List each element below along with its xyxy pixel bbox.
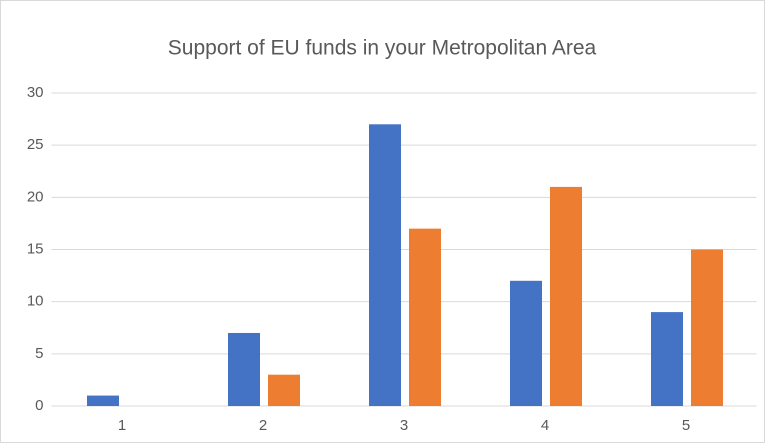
y-tick-label: 5	[35, 345, 43, 362]
x-tick-label: 3	[400, 417, 408, 434]
x-tick-label: 2	[259, 417, 267, 434]
bar	[651, 312, 683, 406]
bar	[228, 332, 260, 406]
bar	[87, 395, 119, 406]
x-tick-label: 4	[541, 417, 549, 434]
x-tick-label: 1	[118, 417, 126, 434]
chart-title: Support of EU funds in your Metropolitan…	[168, 37, 597, 60]
bar	[510, 280, 542, 406]
bar	[409, 228, 441, 406]
y-tick-label: 15	[27, 240, 44, 257]
y-tick-label: 10	[27, 293, 44, 310]
y-tick-label: 30	[27, 84, 44, 101]
bar	[691, 249, 723, 406]
y-tick-label: 25	[27, 136, 44, 153]
y-tick-label: 0	[35, 397, 43, 414]
bar	[268, 374, 300, 406]
bar	[550, 186, 582, 406]
x-tick-label: 5	[682, 417, 690, 434]
bar	[369, 124, 401, 407]
y-tick-label: 20	[27, 188, 44, 205]
